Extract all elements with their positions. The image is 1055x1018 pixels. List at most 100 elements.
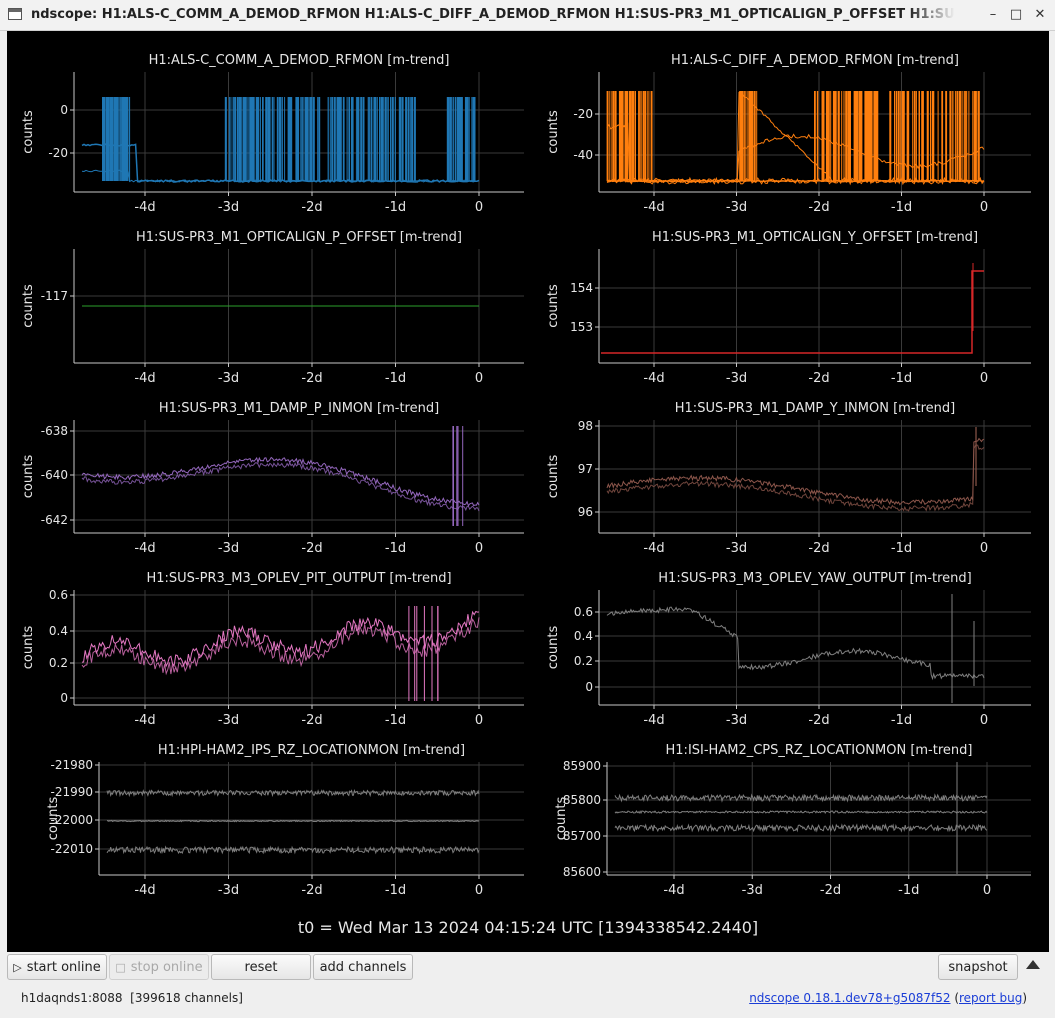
- plot-panel[interactable]: H1:SUS-PR3_M3_OPLEV_YAW_OUTPUT [m-trend]…: [546, 571, 1031, 728]
- y-tick-label: -21990: [50, 785, 93, 799]
- plot-area: H1:ALS-C_COMM_A_DEMOD_RFMON [m-trend] 0 -2…: [7, 31, 1049, 952]
- x-tick-label: -4d: [643, 371, 664, 386]
- y-tick-label: 0: [60, 103, 68, 117]
- data-trace: [327, 97, 416, 181]
- app-window-icon: [8, 8, 22, 20]
- y-axis-label: counts: [21, 455, 36, 499]
- y-tick-label: -117: [41, 289, 68, 303]
- minimize-button[interactable]: –: [989, 7, 997, 22]
- data-trace: [224, 97, 321, 181]
- plot-panel[interactable]: H1:SUS-PR3_M3_OPLEV_PIT_OUTPUT [m-trend]…: [21, 571, 524, 728]
- x-tick-label: -3d: [218, 200, 239, 215]
- x-tick-label: -3d: [726, 713, 747, 728]
- data-trace: [106, 845, 480, 855]
- x-tick-label: 0: [980, 371, 988, 386]
- plot-title: H1:SUS-PR3_M1_OPTICALIGN_Y_OFFSET [m-tre…: [652, 230, 978, 245]
- y-axis-label: counts: [546, 284, 561, 328]
- x-tick-label: -4d: [643, 541, 664, 556]
- y-tick-label: 98: [578, 419, 593, 433]
- plot-title: H1:SUS-PR3_M1_DAMP_Y_INMON [m-trend]: [675, 401, 955, 416]
- plot-panel[interactable]: H1:ALS-C_COMM_A_DEMOD_RFMON [m-trend] 0 -2…: [21, 53, 524, 215]
- close-button[interactable]: ✕: [1034, 7, 1046, 22]
- status-bar: h1daqnds1:8088 [399618 channels] ndscope…: [0, 984, 1055, 1018]
- data-trace: [601, 270, 984, 354]
- y-tick-label: -640: [41, 468, 68, 482]
- y-axis-label: counts: [554, 797, 569, 841]
- add-channels-button[interactable]: add channels: [313, 954, 413, 980]
- x-tick-label: -3d: [726, 371, 747, 386]
- y-axis-label: counts: [21, 626, 36, 670]
- x-tick-label: -1d: [385, 371, 406, 386]
- data-trace: [739, 91, 758, 181]
- x-tick-label: -3d: [218, 713, 239, 728]
- y-tick-label: -40: [573, 148, 593, 162]
- version-link[interactable]: ndscope 0.18.1.dev78+g5087f52: [749, 991, 951, 1005]
- y-tick-label: -20: [573, 107, 593, 121]
- x-tick-label: -1d: [385, 883, 406, 898]
- x-tick-label: -2d: [820, 883, 841, 898]
- y-tick-label: -22000: [50, 813, 93, 827]
- play-icon: ▷: [13, 960, 22, 974]
- x-tick-label: -2d: [301, 200, 322, 215]
- plot-title: H1:SUS-PR3_M1_DAMP_P_INMON [m-trend]: [159, 401, 439, 416]
- x-tick-label: 0: [980, 713, 988, 728]
- y-tick-label: 97: [578, 462, 593, 476]
- x-tick-label: -4d: [663, 883, 684, 898]
- x-tick-label: 0: [475, 541, 483, 556]
- y-axis-label: counts: [546, 626, 561, 670]
- data-trace: [889, 91, 980, 181]
- snapshot-button[interactable]: snapshot: [938, 954, 1018, 980]
- x-tick-label: -2d: [808, 713, 829, 728]
- data-trace: [614, 823, 988, 833]
- x-tick-label: -2d: [808, 200, 829, 215]
- y-tick-label: 153: [570, 320, 593, 334]
- stop-online-button[interactable]: □ stop online: [109, 954, 209, 980]
- plot-panel[interactable]: H1:HPI-HAM2_IPS_RZ_LOCATIONMON [m-trend]…: [46, 743, 524, 898]
- y-tick-label: 85700: [563, 829, 601, 843]
- stop-online-label: stop online: [130, 959, 203, 975]
- server-status: h1daqnds1:8088 [399618 channels]: [21, 991, 243, 1005]
- y-tick-label: 0: [585, 680, 593, 694]
- x-tick-label: -1d: [891, 713, 912, 728]
- x-tick-label: -1d: [891, 200, 912, 215]
- x-tick-label: -2d: [301, 541, 322, 556]
- x-tick-label: -3d: [218, 371, 239, 386]
- x-tick-label: -4d: [643, 200, 664, 215]
- y-tick-label: 0.2: [574, 654, 593, 668]
- x-tick-label: 0: [475, 713, 483, 728]
- plots-canvas[interactable]: H1:ALS-C_COMM_A_DEMOD_RFMON [m-trend] 0 -2…: [7, 31, 1049, 952]
- data-trace: [606, 122, 985, 186]
- plot-panel[interactable]: H1:SUS-PR3_M1_DAMP_P_INMON [m-trend] -638…: [21, 401, 524, 556]
- x-tick-label: -4d: [134, 713, 155, 728]
- x-tick-label: -2d: [301, 713, 322, 728]
- report-bug-link[interactable]: report bug: [959, 991, 1023, 1005]
- plot-panel[interactable]: H1:SUS-PR3_M1_OPTICALIGN_P_OFFSET [m-tre…: [21, 230, 524, 386]
- plot-title: H1:ISI-HAM2_CPS_RZ_LOCATIONMON [m-trend]: [666, 743, 973, 758]
- data-trace: [614, 793, 988, 803]
- plot-panel[interactable]: H1:SUS-PR3_M1_OPTICALIGN_Y_OFFSET [m-tre…: [546, 230, 1031, 386]
- data-trace: [606, 437, 985, 506]
- toolbar: ▷ start online □ stop online reset add c…: [0, 952, 1055, 984]
- data-trace: [814, 91, 879, 181]
- plot-panel[interactable]: H1:SUS-PR3_M1_DAMP_Y_INMON [m-trend] 98 97…: [546, 401, 1031, 556]
- x-tick-label: -2d: [808, 371, 829, 386]
- reset-button[interactable]: reset: [211, 954, 311, 980]
- x-tick-label: -4d: [134, 883, 155, 898]
- data-trace: [81, 610, 480, 668]
- x-tick-label: 0: [475, 883, 483, 898]
- y-tick-label: 154: [570, 281, 593, 295]
- x-tick-label: -1d: [385, 541, 406, 556]
- plot-panel[interactable]: H1:ISI-HAM2_CPS_RZ_LOCATIONMON [m-trend]…: [554, 743, 1031, 898]
- data-trace: [606, 444, 985, 512]
- plot-panel[interactable]: H1:ALS-C_DIFF_A_DEMOD_RFMON [m-trend] -20…: [546, 53, 1031, 215]
- data-trace: [81, 461, 480, 512]
- x-tick-label: 0: [475, 200, 483, 215]
- stop-icon: □: [115, 960, 126, 974]
- y-tick-label: 0.4: [49, 624, 68, 638]
- maximize-button[interactable]: □: [1009, 7, 1023, 22]
- x-tick-label: 0: [983, 883, 991, 898]
- collapse-arrow-icon[interactable]: [1026, 960, 1040, 969]
- x-tick-label: -2d: [301, 371, 322, 386]
- start-online-button[interactable]: ▷ start online: [7, 954, 107, 980]
- data-trace: [606, 133, 985, 184]
